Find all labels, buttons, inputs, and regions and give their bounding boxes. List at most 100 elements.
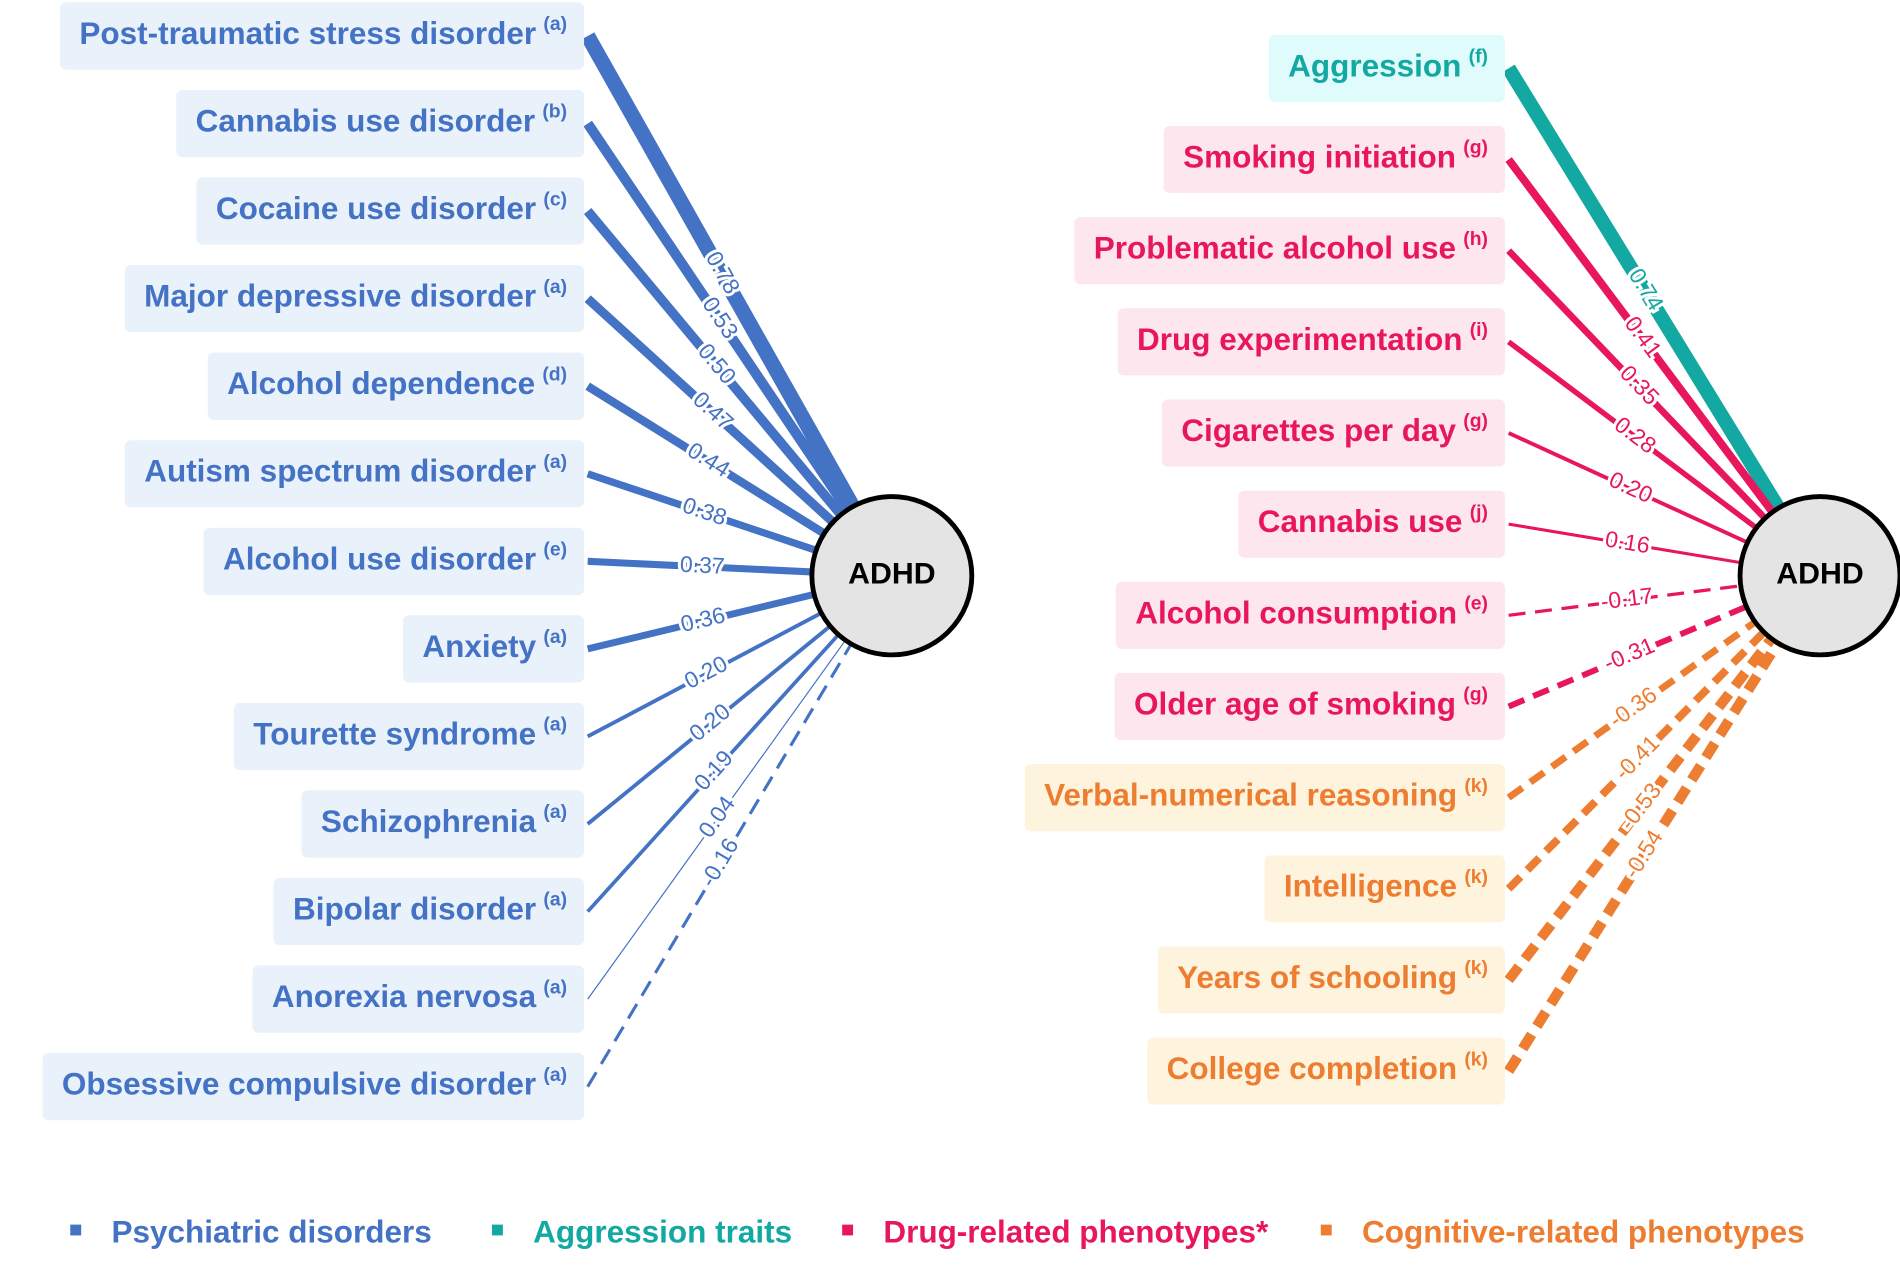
node-label: Verbal-numerical reasoning (k) bbox=[1044, 776, 1488, 813]
label-ref: (a) bbox=[543, 977, 567, 998]
label-box bbox=[252, 965, 585, 1033]
link bbox=[586, 609, 827, 739]
node-label: Obsessive compulsive disorder (a) bbox=[62, 1065, 567, 1102]
label-ref: (k) bbox=[1464, 1049, 1488, 1070]
link-value: 0.20 bbox=[1605, 466, 1657, 508]
boxes: Post-traumatic stress disorder (a) Cannabi… bbox=[42, 2, 1505, 1121]
node-label: Anorexia nervosa (a) bbox=[272, 977, 567, 1014]
link bbox=[586, 639, 856, 1088]
label-text: Alcohol use disorder bbox=[223, 542, 536, 577]
node-label: Smoking initiation (g) bbox=[1183, 138, 1488, 175]
node-label: Post-traumatic stress disorder (a) bbox=[79, 14, 567, 51]
label-ref: (c) bbox=[543, 189, 567, 210]
link bbox=[583, 120, 855, 517]
label-ref: (a) bbox=[543, 802, 567, 823]
node-label: Cocaine use disorder (c) bbox=[216, 189, 567, 226]
label-ref: (a) bbox=[543, 627, 567, 648]
node-label: Alcohol dependence (d) bbox=[227, 365, 567, 402]
link bbox=[581, 32, 862, 515]
label-ref: (a) bbox=[543, 452, 567, 473]
label-ref: (f) bbox=[1469, 47, 1488, 68]
link bbox=[1502, 64, 1788, 516]
label-ref: (e) bbox=[543, 540, 567, 561]
nodes: ADHD ADHD bbox=[809, 494, 1900, 658]
link-value: 0.16 bbox=[1603, 525, 1651, 558]
label-text: Cigarettes per day bbox=[1181, 413, 1456, 448]
link bbox=[586, 621, 836, 826]
label-text: Bipolar disorder bbox=[293, 892, 536, 927]
link bbox=[583, 208, 848, 522]
label-box bbox=[1161, 399, 1505, 467]
label-ref: (a) bbox=[543, 890, 567, 911]
link bbox=[1506, 339, 1762, 533]
link-value: 0.36 bbox=[678, 601, 728, 637]
label-box bbox=[1157, 946, 1505, 1014]
label-text: Cannabis use disorder bbox=[196, 104, 535, 139]
link bbox=[1507, 431, 1753, 547]
label-box bbox=[1114, 672, 1505, 741]
label-text: Autism spectrum disorder bbox=[144, 454, 536, 489]
link bbox=[1505, 157, 1779, 519]
node-label: Intelligence (k) bbox=[1284, 867, 1488, 904]
label-box bbox=[176, 89, 585, 158]
label-box bbox=[1268, 34, 1505, 102]
label-box bbox=[203, 527, 585, 595]
label-text: Post-traumatic stress disorder bbox=[79, 16, 536, 51]
label-ref: (a) bbox=[543, 1065, 567, 1086]
label-text: College completion bbox=[1167, 1051, 1457, 1086]
node-label: Autism spectrum disorder (a) bbox=[144, 452, 567, 489]
label-box bbox=[301, 790, 585, 858]
label-ref: (k) bbox=[1464, 867, 1488, 888]
label-ref: (k) bbox=[1464, 958, 1488, 979]
label-text: Tourette syndrome bbox=[253, 717, 536, 752]
link bbox=[587, 557, 817, 576]
label-ref: (g) bbox=[1463, 685, 1488, 706]
legend-label: Cognitive-related phenotypes bbox=[1362, 1215, 1805, 1250]
node-label: Years of schooling (k) bbox=[1177, 958, 1488, 995]
link bbox=[587, 635, 849, 1000]
link bbox=[1508, 522, 1747, 565]
center-node bbox=[1737, 494, 1900, 658]
label-text: Major depressive disorder bbox=[144, 279, 536, 314]
label-box bbox=[1264, 855, 1505, 923]
label-ref: (b) bbox=[542, 102, 567, 123]
links: 0.780.530.500.470.440.380.370.360.200.20… bbox=[581, 32, 1788, 1088]
label-text: Anorexia nervosa bbox=[272, 980, 537, 1015]
label-text: Intelligence bbox=[1284, 869, 1457, 904]
node-label: Aggression (f) bbox=[1288, 47, 1488, 84]
link-value: -0.41 bbox=[1609, 730, 1664, 785]
node-label: Cannabis use (j) bbox=[1258, 503, 1488, 540]
label-box bbox=[196, 177, 585, 245]
center-label: ADHD bbox=[848, 558, 935, 591]
link-value: -0.16 bbox=[694, 833, 743, 891]
node-label: Tourette syndrome (a) bbox=[253, 715, 567, 752]
legend: Psychiatric disorders Aggression traits Dr… bbox=[70, 1215, 1805, 1250]
label-text: Drug experimentation bbox=[1137, 322, 1462, 357]
label-text: Obsessive compulsive disorder bbox=[62, 1067, 536, 1102]
legend-swatch bbox=[70, 1224, 82, 1236]
label-box bbox=[60, 2, 585, 70]
legend-swatch bbox=[1320, 1224, 1332, 1236]
link bbox=[1508, 583, 1746, 617]
legend-swatch bbox=[842, 1224, 854, 1236]
label-box bbox=[403, 615, 585, 683]
label-text: Cannabis use bbox=[1258, 505, 1463, 540]
node-label: Anxiety (a) bbox=[422, 627, 567, 664]
node-label: College completion (k) bbox=[1167, 1049, 1488, 1086]
link bbox=[1504, 631, 1779, 984]
label-box bbox=[273, 877, 585, 946]
label-box bbox=[1074, 217, 1505, 285]
label-box bbox=[1147, 1037, 1505, 1105]
legend-label: Drug-related phenotypes* bbox=[883, 1215, 1269, 1250]
label-text: Verbal-numerical reasoning bbox=[1044, 778, 1457, 813]
center-label: ADHD bbox=[1776, 558, 1863, 591]
link bbox=[586, 589, 820, 653]
label-ref: (a) bbox=[543, 14, 567, 35]
label-box bbox=[233, 702, 585, 771]
legend-label: Aggression traits bbox=[533, 1215, 792, 1250]
link-value: -0.36 bbox=[1604, 681, 1662, 732]
label-text: Alcohol dependence bbox=[227, 367, 535, 402]
link bbox=[1507, 602, 1753, 710]
